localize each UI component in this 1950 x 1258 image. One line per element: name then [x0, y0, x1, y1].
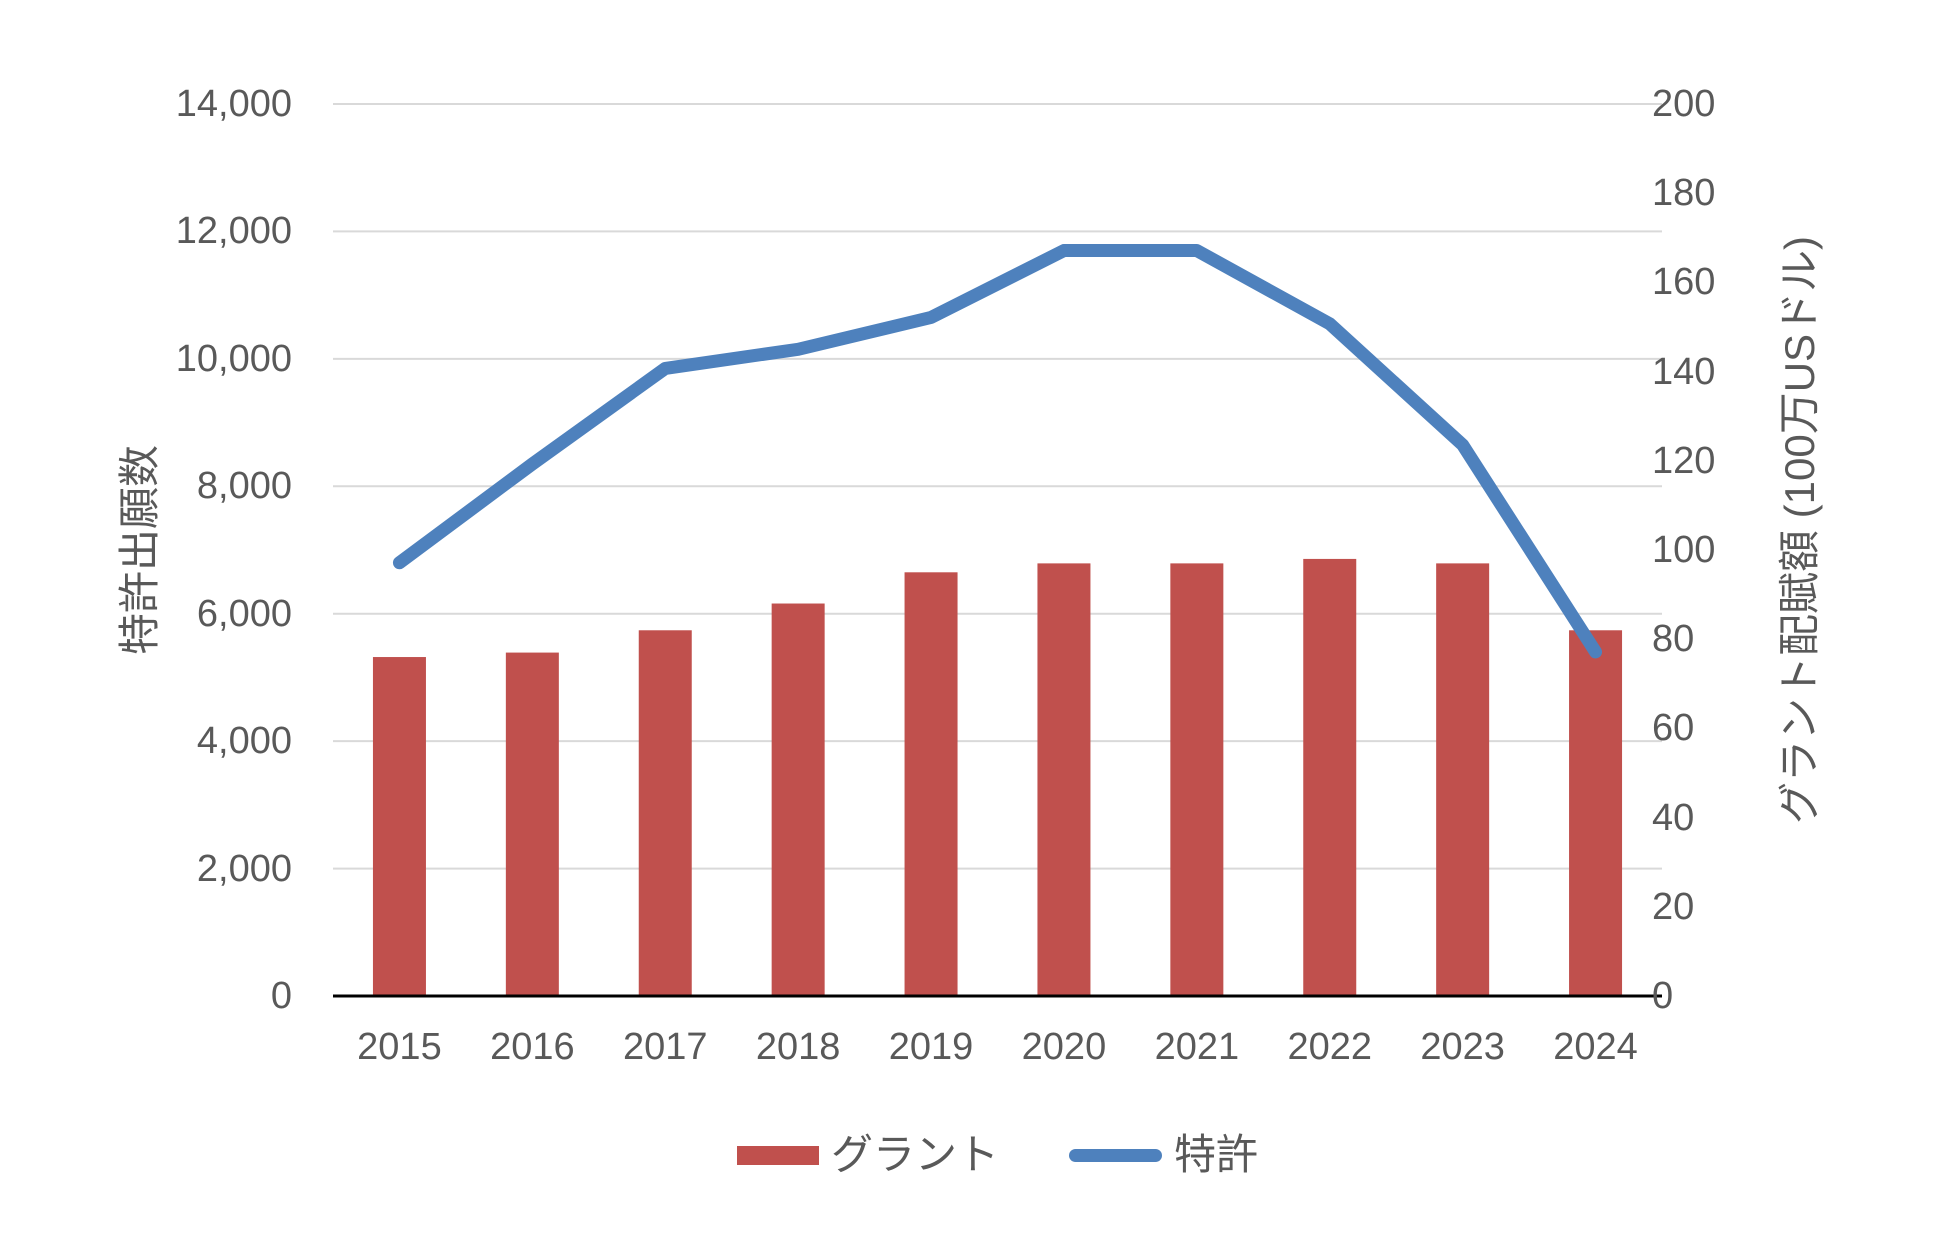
grant-bar-swatch	[736, 1145, 819, 1165]
left-tick-2,000: 2,000	[196, 847, 292, 890]
right-tick-40: 40	[1652, 796, 1695, 839]
bar-2016	[505, 652, 559, 996]
x-tick-2021: 2021	[1154, 1026, 1240, 1068]
legend-item-patent: 特許	[1069, 1134, 1258, 1176]
legend: グラント 特許	[333, 1120, 1662, 1190]
patent-line-swatch	[1069, 1148, 1162, 1162]
right-tick-120: 120	[1652, 439, 1716, 482]
legend-item-grant: グラント	[736, 1131, 999, 1178]
left-tick-8,000: 8,000	[196, 465, 292, 508]
legend-label-patent: 特許	[1174, 1131, 1259, 1178]
left-tick-12,000: 12,000	[175, 210, 292, 253]
bar-2019	[904, 572, 958, 996]
left-axis-title: 特許出願数	[116, 444, 163, 656]
left-axis-ticks: 0 2,000 4,000 6,000 8,000 10,000 12,000 14,000	[0, 0, 292, 1258]
x-tick-2015: 2015	[357, 1026, 442, 1068]
x-tick-2016: 2016	[490, 1026, 575, 1068]
bar-2023	[1436, 563, 1490, 996]
bar-2021	[1170, 563, 1224, 996]
right-tick-80: 80	[1652, 618, 1695, 661]
patent-line	[392, 244, 1603, 659]
legend-label-grant: グラント	[830, 1131, 999, 1178]
x-tick-2018: 2018	[755, 1026, 841, 1068]
left-tick-6,000: 6,000	[196, 592, 292, 635]
x-tick-2019: 2019	[888, 1026, 974, 1068]
x-tick-2020: 2020	[1021, 1026, 1107, 1068]
right-tick-200: 200	[1652, 83, 1716, 125]
bar-2015	[372, 657, 426, 996]
bar-2020	[1037, 563, 1091, 996]
x-tick-2023: 2023	[1420, 1026, 1505, 1068]
x-tick-2024: 2024	[1553, 1026, 1638, 1068]
bar-2017	[638, 630, 692, 996]
right-tick-180: 180	[1652, 172, 1716, 215]
left-tick-10,000: 10,000	[175, 337, 292, 380]
right-tick-20: 20	[1652, 885, 1695, 928]
right-axis-ticks: 0 20 40 60 80 100 120 140 160 180 200	[1652, 0, 1912, 1258]
bar-2018	[771, 603, 825, 996]
x-tick-2017: 2017	[622, 1026, 708, 1068]
right-tick-0: 0	[1652, 975, 1674, 1017]
bar-2024	[1569, 630, 1623, 996]
right-tick-60: 60	[1652, 707, 1695, 750]
x-tick-2022: 2022	[1287, 1026, 1373, 1068]
right-tick-100: 100	[1652, 529, 1716, 571]
right-tick-160: 160	[1652, 261, 1716, 304]
left-tick-0: 0	[270, 975, 292, 1017]
left-tick-4,000: 4,000	[196, 720, 292, 763]
bar-2022	[1303, 558, 1357, 996]
right-axis-title: グラント配賦額 (100万USドル)	[1776, 235, 1823, 825]
right-tick-140: 140	[1652, 350, 1716, 393]
left-tick-14,000: 14,000	[175, 83, 292, 125]
